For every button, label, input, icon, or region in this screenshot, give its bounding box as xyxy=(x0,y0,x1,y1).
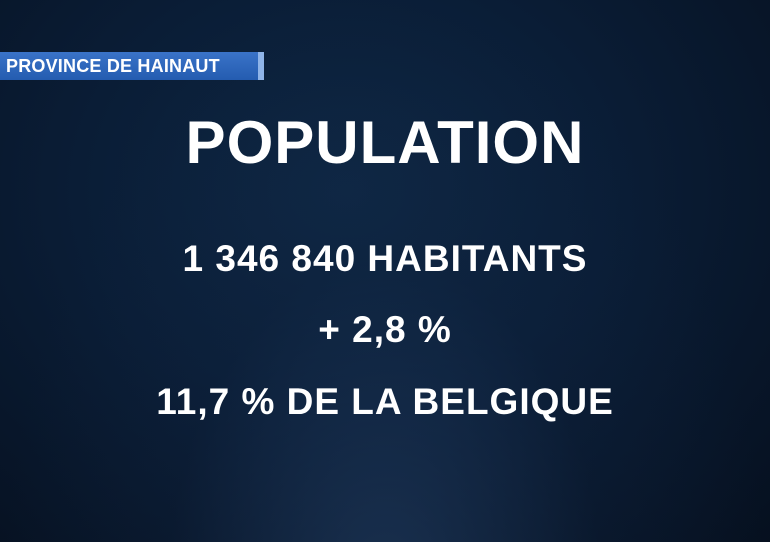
region-tag: PROVINCE DE HAINAUT xyxy=(0,52,264,80)
stat-line: + 2,8 % xyxy=(318,309,452,350)
stat-line: 1 346 840 HABITANTS xyxy=(182,238,588,279)
stat-line: 11,7 % DE LA BELGIQUE xyxy=(156,381,614,422)
title: POPULATION xyxy=(185,109,585,176)
